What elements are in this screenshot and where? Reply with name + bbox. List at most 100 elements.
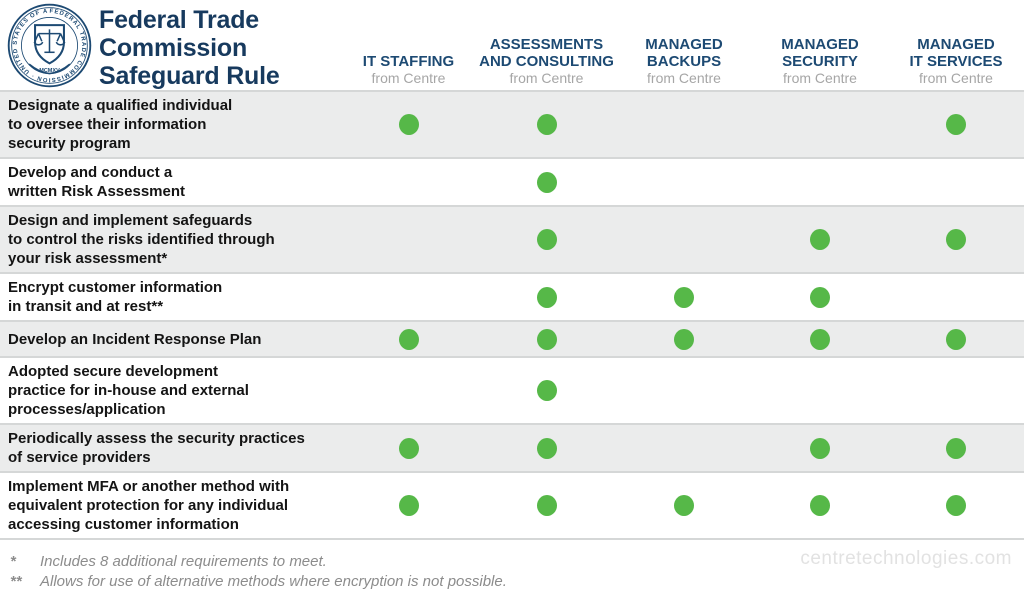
coverage-cell (477, 322, 616, 356)
table-row: Encrypt customer information in transit … (0, 274, 1024, 322)
table-row: Adopted secure development practice for … (0, 358, 1024, 425)
ftc-seal-logo: FEDERAL TRADE COMMISSION · UNITED STATES… (7, 3, 92, 88)
column-label: MANAGED SECURITY (781, 36, 859, 70)
coverage-cell (340, 425, 477, 471)
included-dot-icon (810, 328, 830, 350)
coverage-cell (477, 425, 616, 471)
coverage-cell (340, 322, 477, 356)
included-dot-icon (536, 286, 557, 308)
requirements-table: Designate a qualified individual to over… (0, 92, 1024, 540)
included-dot-icon (398, 328, 419, 350)
scales-icon (33, 29, 66, 54)
coverage-cell (888, 322, 1024, 356)
requirement-label: Design and implement safeguards to contr… (8, 212, 275, 267)
included-dot-icon (536, 114, 557, 135)
requirement-label: Develop and conduct a written Risk Asses… (8, 164, 186, 200)
included-dot-icon (946, 328, 966, 350)
table-row: Develop and conduct a written Risk Asses… (0, 159, 1024, 207)
column-header-it-staffing: IT STAFFING from Centre (340, 0, 477, 90)
column-sublabel: from Centre (919, 70, 993, 86)
coverage-cell (477, 92, 616, 157)
requirement-label: Encrypt customer information in transit … (8, 279, 223, 315)
column-sublabel: from Centre (509, 70, 584, 86)
included-dot-icon (398, 437, 419, 459)
watermark: centretechnologies.com (800, 548, 1012, 569)
footnote-marker: * (10, 553, 16, 570)
coverage-cell (616, 159, 752, 205)
coverage-cell (477, 274, 616, 320)
footnote-marker: ** (10, 573, 22, 590)
coverage-cell (616, 322, 752, 356)
column-label: MANAGED BACKUPS (645, 36, 723, 70)
coverage-cell (477, 473, 616, 538)
coverage-cell (752, 92, 888, 157)
coverage-cell (888, 92, 1024, 157)
coverage-cell (340, 92, 477, 157)
included-dot-icon (674, 328, 694, 350)
footnote-text: Includes 8 additional requirements to me… (40, 553, 327, 570)
coverage-cell (616, 358, 752, 423)
requirement-label: Designate a qualified individual to over… (8, 97, 233, 152)
included-dot-icon (810, 229, 830, 250)
column-sublabel: from Centre (371, 70, 446, 86)
included-dot-icon (810, 437, 830, 459)
coverage-cell (340, 358, 477, 423)
footnote: ** Allows for use of alternative methods… (10, 572, 1024, 592)
coverage-cell (888, 358, 1024, 423)
requirement-label: Periodically assess the security practic… (8, 430, 305, 466)
column-label: ASSESSMENTS AND CONSULTING (479, 36, 614, 70)
column-sublabel: from Centre (783, 70, 857, 86)
coverage-cell (340, 473, 477, 538)
coverage-cell (752, 358, 888, 423)
title-block: FEDERAL TRADE COMMISSION · UNITED STATES… (0, 0, 340, 90)
coverage-cell (477, 159, 616, 205)
coverage-cell (752, 274, 888, 320)
included-dot-icon (398, 495, 419, 516)
included-dot-icon (536, 328, 557, 350)
column-sublabel: from Centre (647, 70, 721, 86)
coverage-cell (616, 473, 752, 538)
column-label: MANAGED IT SERVICES (909, 36, 1003, 70)
coverage-cell (888, 159, 1024, 205)
coverage-cell (752, 207, 888, 272)
coverage-cell (888, 274, 1024, 320)
included-dot-icon (536, 171, 557, 193)
column-header-managed-backups: MANAGED BACKUPS from Centre (616, 0, 752, 90)
coverage-cell (340, 159, 477, 205)
coverage-cell (888, 473, 1024, 538)
included-dot-icon (536, 437, 557, 459)
included-dot-icon (810, 286, 830, 308)
table-row: Design and implement safeguards to contr… (0, 207, 1024, 274)
included-dot-icon (946, 229, 966, 250)
included-dot-icon (536, 495, 557, 516)
requirement-label: Adopted secure development practice for … (8, 363, 249, 418)
column-header-managed-security: MANAGED SECURITY from Centre (752, 0, 888, 90)
column-label: IT STAFFING (362, 53, 455, 70)
coverage-cell (616, 274, 752, 320)
coverage-cell (477, 358, 616, 423)
svg-text:MCMXV: MCMXV (39, 68, 60, 74)
requirement-label: Implement MFA or another method with equ… (8, 478, 290, 533)
coverage-cell (477, 207, 616, 272)
footnote: * Includes 8 additional requirements to … (10, 552, 1024, 572)
requirement-label: Develop an Incident Response Plan (8, 330, 262, 348)
coverage-cell (340, 274, 477, 320)
coverage-cell (340, 207, 477, 272)
table-row: Develop an Incident Response Plan (0, 322, 1024, 358)
included-dot-icon (536, 380, 557, 401)
coverage-cell (752, 425, 888, 471)
coverage-cell (616, 207, 752, 272)
laurel-icon (28, 63, 71, 75)
coverage-cell (616, 92, 752, 157)
included-dot-icon (946, 437, 966, 459)
included-dot-icon (946, 114, 966, 135)
included-dot-icon (398, 114, 419, 135)
included-dot-icon (674, 495, 694, 516)
included-dot-icon (674, 286, 694, 308)
coverage-cell (752, 159, 888, 205)
coverage-cell (752, 473, 888, 538)
coverage-cell (616, 425, 752, 471)
included-dot-icon (536, 229, 557, 250)
table-row: Periodically assess the security practic… (0, 425, 1024, 473)
